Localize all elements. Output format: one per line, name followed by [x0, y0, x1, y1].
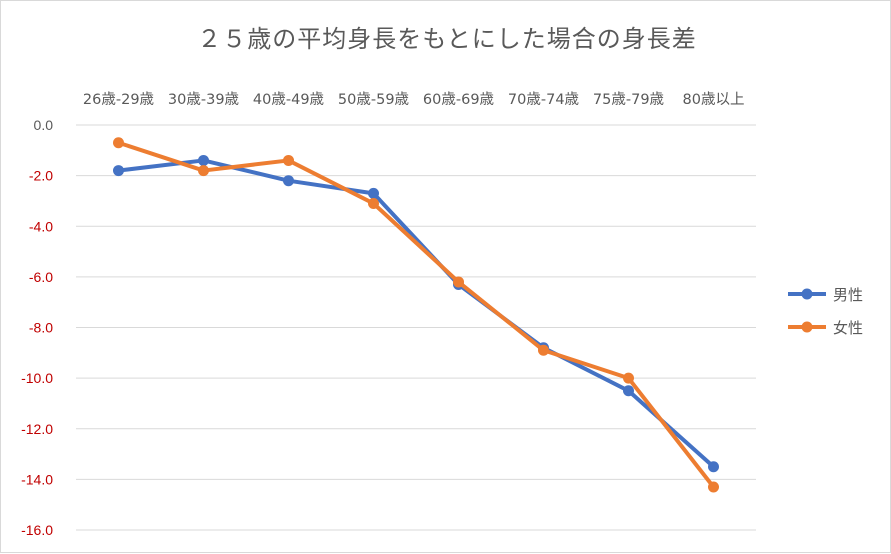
chart-title: ２５歳の平均身長をもとにした場合の身長差 [197, 25, 697, 53]
y-tick-label: -6.0 [29, 269, 53, 285]
data-point [623, 385, 634, 397]
legend-label: 女性 [833, 319, 863, 337]
x-axis: 26歳-29歳 30歳-39歳 40歳-49歳 50歳-59歳 60歳-69歳 70歳-7… [83, 91, 745, 108]
x-tick-label: 70歳-74歳 [508, 91, 579, 108]
data-point [368, 187, 379, 199]
y-axis: 0.0 -2.0 -4.0 -6.0 -8.0 -10.0 -12.0 -14.0 -16.0 [21, 117, 53, 538]
data-point [198, 154, 209, 166]
data-point [708, 481, 719, 493]
legend-swatch-marker [801, 321, 813, 333]
series-group [113, 137, 719, 493]
x-tick-label: 50歳-59歳 [338, 91, 409, 108]
data-point [283, 154, 294, 166]
data-point [283, 175, 294, 187]
y-tick-label: -2.0 [29, 168, 53, 184]
gridlines [76, 124, 756, 531]
x-tick-label: 30歳-39歳 [168, 91, 239, 108]
x-tick-label: 80歳以上 [683, 91, 745, 108]
data-point [368, 197, 379, 209]
data-point [453, 276, 464, 288]
y-tick-label: -16.0 [21, 522, 53, 538]
y-tick-label: -14.0 [21, 471, 53, 487]
series-line [116, 140, 716, 489]
y-tick-label: -8.0 [29, 320, 53, 336]
x-tick-label: 75歳-79歳 [593, 91, 664, 108]
series-line [116, 158, 716, 469]
data-point [623, 372, 634, 384]
x-tick-label: 40歳-49歳 [253, 91, 324, 108]
data-point [113, 165, 124, 177]
x-tick-label: 26歳-29歳 [83, 91, 154, 108]
data-point [198, 165, 209, 177]
legend-label: 男性 [833, 286, 863, 304]
y-tick-label: 0.0 [34, 117, 54, 133]
x-tick-label: 60歳-69歳 [423, 91, 494, 108]
data-point [538, 344, 549, 356]
legend-swatch-marker [801, 288, 813, 300]
y-tick-label: -10.0 [21, 370, 53, 386]
data-point [113, 137, 124, 149]
y-tick-label: -4.0 [29, 218, 53, 234]
y-tick-label: -12.0 [21, 421, 53, 437]
data-point [708, 461, 719, 473]
